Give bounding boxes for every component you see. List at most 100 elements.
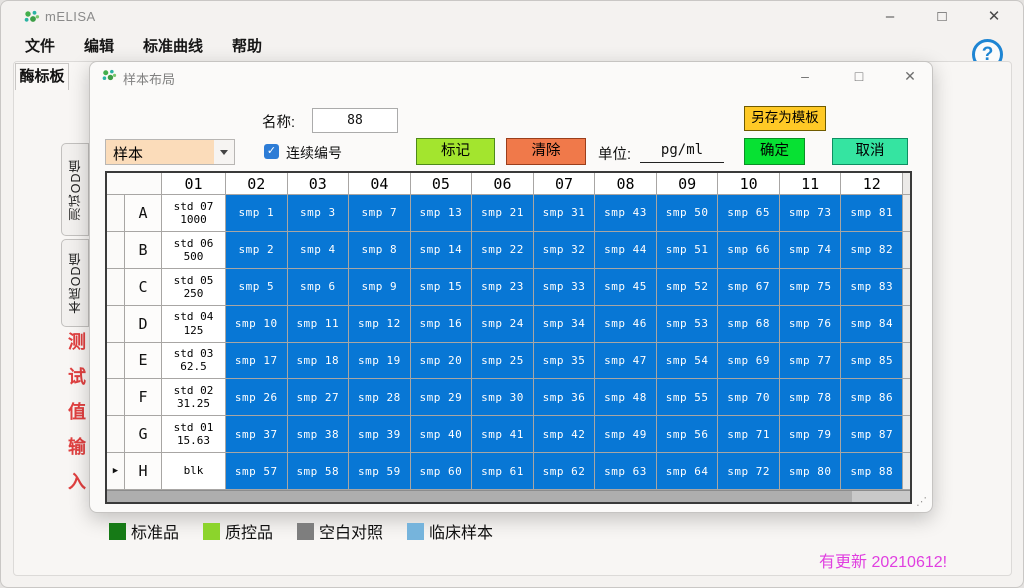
sample-cell[interactable]: smp 28 xyxy=(349,379,411,417)
close-button[interactable]: ✕ xyxy=(987,8,1001,25)
dialog-minimize-button[interactable]: – xyxy=(801,68,809,84)
sample-cell[interactable]: smp 64 xyxy=(656,453,719,490)
column-header-08[interactable]: 08 xyxy=(595,173,657,195)
row-letter[interactable]: G xyxy=(125,416,162,454)
sample-cell[interactable]: smp 17 xyxy=(226,342,288,380)
sample-cell[interactable]: smp 38 xyxy=(287,416,350,454)
ok-button[interactable]: 确定 xyxy=(744,138,805,165)
standard-cell[interactable]: std 03 62.5 xyxy=(162,342,226,380)
row-indicator[interactable] xyxy=(107,416,125,454)
sample-cell[interactable]: smp 53 xyxy=(656,305,719,343)
column-header-01[interactable]: 01 xyxy=(162,173,226,195)
tab-background-od[interactable]: 本底OD值 xyxy=(61,239,89,327)
column-header-09[interactable]: 09 xyxy=(656,173,719,195)
column-header-11[interactable]: 11 xyxy=(779,173,842,195)
row-indicator[interactable] xyxy=(107,268,125,306)
menu-help[interactable]: 帮助 xyxy=(232,37,263,55)
standard-cell[interactable]: std 06 500 xyxy=(162,231,226,269)
sample-cell[interactable]: smp 6 xyxy=(287,268,350,306)
sample-cell[interactable]: smp 76 xyxy=(779,305,842,343)
column-header-02[interactable]: 02 xyxy=(226,173,288,195)
column-header-07[interactable]: 07 xyxy=(533,173,596,195)
sample-cell[interactable]: smp 54 xyxy=(656,342,719,380)
row-letter[interactable]: D xyxy=(125,305,162,343)
save-as-template-button[interactable]: 另存为模板 xyxy=(744,106,826,131)
sample-cell[interactable]: smp 80 xyxy=(779,453,842,490)
sample-cell[interactable]: smp 83 xyxy=(841,268,904,306)
sample-cell[interactable]: smp 55 xyxy=(656,379,719,417)
sample-cell[interactable]: smp 21 xyxy=(472,195,534,232)
sample-cell[interactable]: smp 71 xyxy=(718,416,780,454)
sample-cell[interactable]: smp 40 xyxy=(410,416,473,454)
sample-cell[interactable]: smp 10 xyxy=(226,305,288,343)
vertical-scrollbar-track[interactable] xyxy=(903,173,911,195)
sample-cell[interactable]: smp 62 xyxy=(533,453,596,490)
sample-cell[interactable]: smp 36 xyxy=(533,379,596,417)
sample-cell[interactable]: smp 66 xyxy=(718,231,780,269)
sample-cell[interactable]: smp 63 xyxy=(595,453,657,490)
dropdown-arrow-icon[interactable] xyxy=(214,140,234,164)
sample-cell[interactable]: smp 42 xyxy=(533,416,596,454)
clear-button[interactable]: 清除 xyxy=(506,138,586,165)
standard-cell[interactable]: blk xyxy=(162,453,226,490)
row-indicator[interactable] xyxy=(107,379,125,417)
sample-cell[interactable]: smp 88 xyxy=(841,453,904,490)
sample-cell[interactable]: smp 67 xyxy=(718,268,780,306)
sample-cell[interactable]: smp 41 xyxy=(472,416,534,454)
menu-standard-curve[interactable]: 标准曲线 xyxy=(143,37,204,55)
minimize-button[interactable]: – xyxy=(885,8,895,25)
sample-cell[interactable]: smp 59 xyxy=(349,453,411,490)
maximize-button[interactable]: □ xyxy=(937,8,947,25)
standard-cell[interactable]: std 02 31.25 xyxy=(162,379,226,417)
sample-cell[interactable]: smp 22 xyxy=(472,231,534,269)
column-header-10[interactable]: 10 xyxy=(718,173,780,195)
sample-cell[interactable]: smp 49 xyxy=(595,416,657,454)
column-header-03[interactable]: 03 xyxy=(287,173,350,195)
row-letter[interactable]: F xyxy=(125,379,162,417)
sample-cell[interactable]: smp 25 xyxy=(472,342,534,380)
sample-cell[interactable]: smp 31 xyxy=(533,195,596,232)
sample-cell[interactable]: smp 4 xyxy=(287,231,350,269)
tab-plate[interactable]: 酶标板 xyxy=(15,63,69,90)
menu-file[interactable]: 文件 xyxy=(25,37,56,55)
tab-test-od[interactable]: 测试OD值 xyxy=(61,143,89,236)
standard-cell[interactable]: std 01 15.63 xyxy=(162,416,226,454)
row-indicator[interactable] xyxy=(107,195,125,232)
name-input[interactable]: 88 xyxy=(312,108,398,133)
row-indicator-selected[interactable]: ▶ xyxy=(107,453,125,490)
sample-cell[interactable]: smp 13 xyxy=(410,195,473,232)
standard-cell[interactable]: std 04 125 xyxy=(162,305,226,343)
resize-grip[interactable]: ⋰ xyxy=(916,496,927,508)
column-header-04[interactable]: 04 xyxy=(349,173,411,195)
sample-cell[interactable]: smp 46 xyxy=(595,305,657,343)
sample-cell[interactable]: smp 33 xyxy=(533,268,596,306)
row-indicator[interactable] xyxy=(107,231,125,269)
sample-cell[interactable]: smp 77 xyxy=(779,342,842,380)
dialog-close-button[interactable]: ✕ xyxy=(904,68,916,84)
sample-cell[interactable]: smp 84 xyxy=(841,305,904,343)
sample-cell[interactable]: smp 9 xyxy=(349,268,411,306)
sample-cell[interactable]: smp 73 xyxy=(779,195,842,232)
sample-cell[interactable]: smp 20 xyxy=(410,342,473,380)
row-letter[interactable]: H xyxy=(125,453,162,490)
sample-cell[interactable]: smp 58 xyxy=(287,453,350,490)
standard-cell[interactable]: std 05 250 xyxy=(162,268,226,306)
sample-cell[interactable]: smp 57 xyxy=(226,453,288,490)
sample-cell[interactable]: smp 23 xyxy=(472,268,534,306)
vertical-scrollbar-track[interactable] xyxy=(903,416,911,454)
sample-cell[interactable]: smp 34 xyxy=(533,305,596,343)
sample-cell[interactable]: smp 27 xyxy=(287,379,350,417)
sample-cell[interactable]: smp 51 xyxy=(656,231,719,269)
sample-cell[interactable]: smp 3 xyxy=(287,195,350,232)
sample-type-dropdown[interactable]: 样本 xyxy=(105,139,235,165)
sample-cell[interactable]: smp 26 xyxy=(226,379,288,417)
vertical-scrollbar-track[interactable] xyxy=(903,231,911,269)
sample-cell[interactable]: smp 82 xyxy=(841,231,904,269)
sample-cell[interactable]: smp 16 xyxy=(410,305,473,343)
sample-cell[interactable]: smp 12 xyxy=(349,305,411,343)
mark-button[interactable]: 标记 xyxy=(416,138,495,165)
vertical-scrollbar-track[interactable] xyxy=(903,342,911,380)
sample-cell[interactable]: smp 48 xyxy=(595,379,657,417)
sample-cell[interactable]: smp 74 xyxy=(779,231,842,269)
column-header-12[interactable]: 12 xyxy=(841,173,904,195)
